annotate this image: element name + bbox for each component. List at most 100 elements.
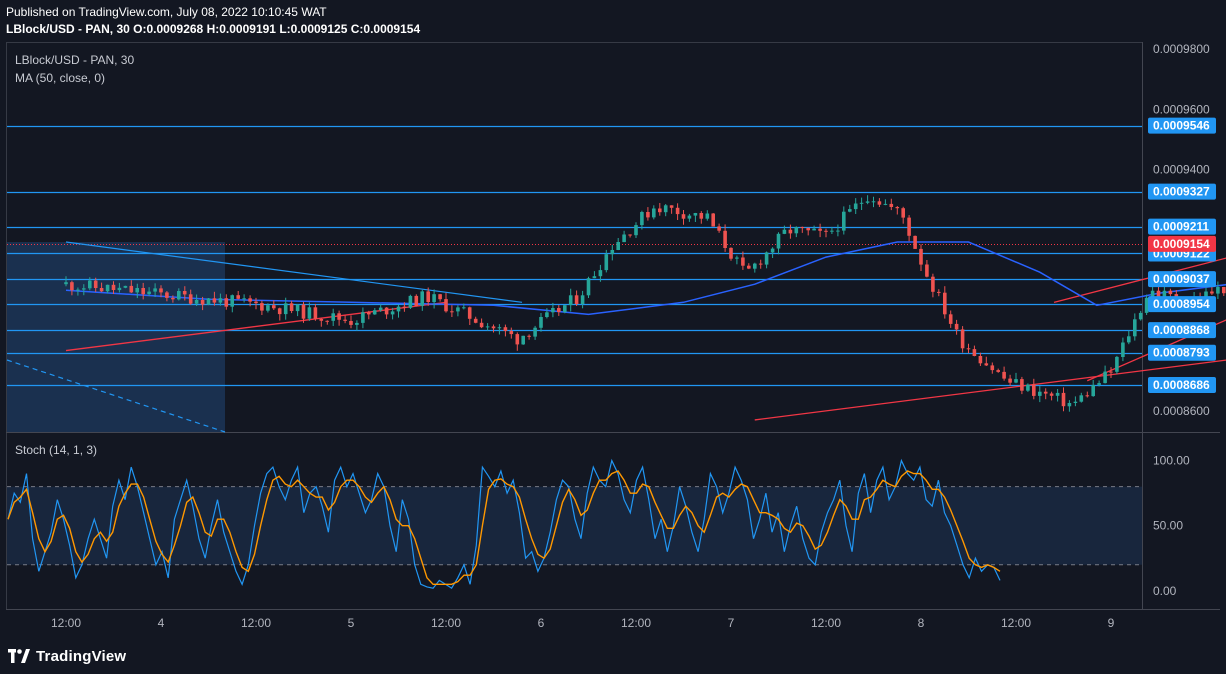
candle-body: [1020, 379, 1024, 391]
level-price-label: 0.0008686: [1153, 378, 1210, 392]
candle-body: [794, 227, 799, 234]
candle-body: [598, 270, 603, 277]
candle-body: [171, 297, 175, 300]
candle-body: [551, 308, 555, 313]
candle-body: [990, 365, 995, 371]
candle-body: [153, 288, 157, 292]
candle-body: [937, 291, 941, 293]
candle-body: [206, 298, 211, 305]
candle-body: [165, 292, 169, 298]
downtrend-line: [65, 241, 523, 303]
candle-body: [610, 250, 615, 255]
candle-body: [378, 307, 383, 311]
candle-body: [88, 280, 92, 289]
candle-body: [266, 305, 270, 311]
candle-body: [361, 312, 365, 323]
candle-body: [723, 230, 727, 248]
candle-body: [248, 298, 252, 302]
trend-line: [1053, 257, 1226, 303]
candle-body: [996, 370, 1000, 372]
tradingview-brand[interactable]: TradingView: [8, 646, 126, 666]
candle-body: [111, 284, 116, 290]
candle-body: [135, 288, 139, 293]
high-value: 0.0009191: [219, 22, 276, 36]
stoch-legend[interactable]: Stoch (14, 1, 3): [15, 443, 98, 457]
candle-body: [818, 228, 822, 231]
symbol-legend[interactable]: LBlock/USD - PAN, 30: [15, 53, 135, 67]
time-tick-label: 4: [158, 616, 165, 630]
candle-body: [634, 225, 638, 236]
time-tick-label: 6: [538, 616, 545, 630]
level-price-label: 0.0009327: [1153, 185, 1210, 199]
candle-body: [557, 308, 561, 312]
candle-body: [372, 310, 377, 315]
candle-body: [925, 264, 929, 277]
time-tick-label: 12:00: [431, 616, 461, 630]
candle-body: [479, 322, 484, 328]
candle-body: [824, 230, 828, 232]
candle-body: [954, 323, 959, 330]
candle-body: [776, 233, 781, 249]
time-tick-label: 7: [728, 616, 735, 630]
candle-body: [123, 285, 128, 288]
tradingview-logo-icon: [8, 649, 30, 663]
candle-body: [1067, 403, 1072, 407]
candle-body: [491, 326, 496, 329]
candle-body: [652, 208, 656, 218]
level-price-label: 0.0009037: [1153, 272, 1210, 286]
trend-line: [65, 301, 447, 352]
candle-body: [604, 254, 609, 271]
candle-body: [301, 304, 306, 319]
candle-body: [242, 298, 246, 300]
candle-body: [622, 234, 626, 243]
candle-body: [343, 319, 347, 321]
price-tick-label: 0.0009400: [1153, 163, 1210, 177]
candle-body: [853, 203, 858, 210]
level-price-label: 0.0009211: [1153, 220, 1209, 234]
candle-body: [758, 263, 763, 265]
candle-body: [1109, 371, 1113, 373]
candle-body: [1138, 312, 1143, 320]
time-tick-label: 5: [348, 616, 355, 630]
published-info: Published on TradingView.com, July 08, 2…: [6, 5, 327, 19]
candle-body: [177, 291, 181, 300]
candle-body: [1222, 287, 1226, 294]
candle-body: [521, 335, 525, 345]
candle-body: [473, 318, 478, 323]
candle-body: [681, 214, 686, 219]
candle-body: [735, 257, 739, 259]
candle-body: [699, 213, 704, 219]
open-value: 0.0009268: [146, 22, 204, 36]
candle-body: [931, 276, 935, 292]
candle-body: [1085, 395, 1090, 397]
candle-body: [1043, 391, 1048, 394]
level-label-box: [1148, 344, 1216, 361]
candle-body: [467, 307, 472, 319]
candle-body: [1127, 336, 1131, 343]
candle-body: [1008, 378, 1012, 383]
candle-body: [313, 307, 318, 319]
shaded-zone: [7, 242, 225, 432]
candle-body: [1073, 401, 1078, 403]
candle-body: [450, 311, 454, 313]
candle-body: [402, 306, 407, 308]
level-label-box: [1148, 376, 1216, 393]
candle-body: [1097, 383, 1101, 385]
candle-body: [770, 248, 775, 253]
candle-body: [224, 298, 229, 307]
candle-body: [978, 356, 983, 364]
candle-body: [586, 278, 591, 296]
candle-body: [396, 306, 401, 312]
low-label: L:: [279, 22, 291, 36]
candle-body: [913, 235, 917, 249]
time-tick-label: 9: [1108, 616, 1115, 630]
ma-legend[interactable]: MA (50, close, 0): [15, 71, 106, 85]
candle-body: [1061, 392, 1066, 407]
candle-body: [539, 317, 543, 328]
candle-body: [669, 205, 674, 208]
candle-body: [188, 294, 193, 304]
candle-body: [1121, 342, 1125, 357]
candle-body: [432, 294, 436, 303]
candle-body: [705, 213, 710, 219]
